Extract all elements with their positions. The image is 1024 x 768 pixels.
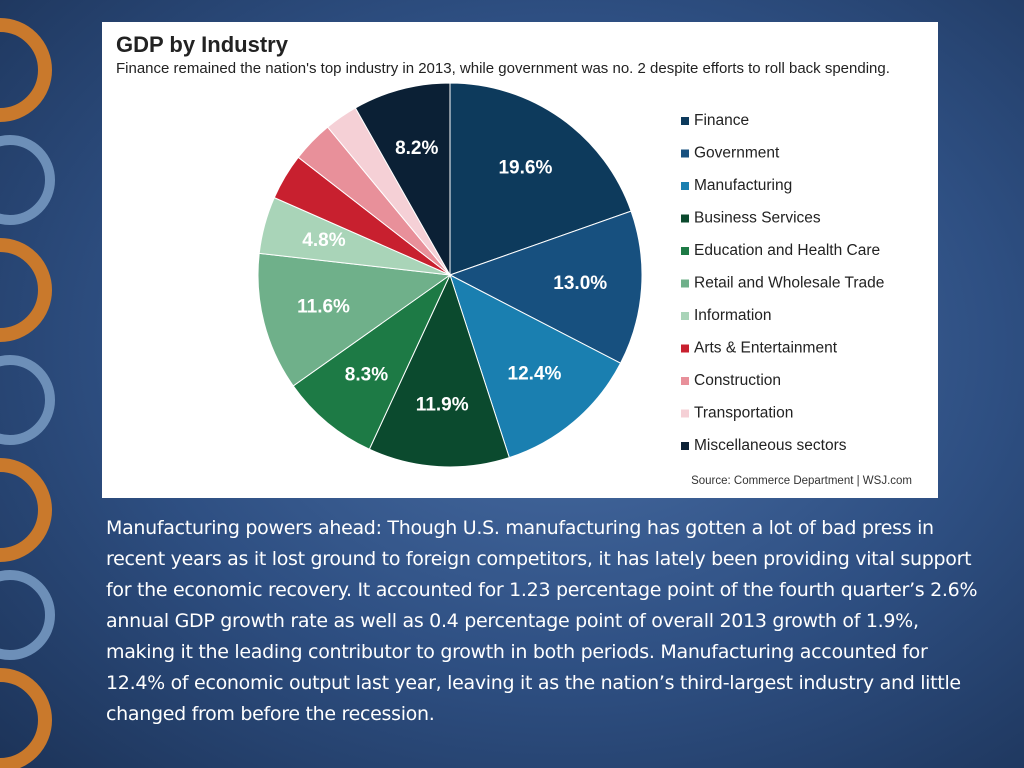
- legend-swatch: [681, 117, 689, 125]
- slice-label: 13.0%: [553, 273, 607, 294]
- legend-swatch: [681, 279, 689, 288]
- legend-swatch: [681, 409, 689, 418]
- slice-label: 11.6%: [297, 296, 350, 317]
- legend-swatch: [681, 247, 689, 255]
- legend-label: Construction: [694, 372, 781, 389]
- chart-title: GDP by Industry: [116, 32, 289, 57]
- legend-swatch: [681, 214, 689, 223]
- chart-subtitle: Finance remained the nation's top indust…: [116, 60, 890, 77]
- legend-swatch: [681, 149, 689, 158]
- legend-label: Transportation: [694, 405, 793, 422]
- legend-label: Business Services: [694, 210, 821, 227]
- legend-label: Miscellaneous sectors: [694, 437, 847, 454]
- slice-label: 8.3%: [345, 364, 388, 385]
- pie-slice: [368, 273, 510, 468]
- subtitle-box: Finance remained the nation's top indust…: [116, 60, 890, 77]
- chart-panel: GDP by Industry Finance remained the nat…: [102, 22, 938, 498]
- legend-swatch: [681, 377, 689, 385]
- legend-label: Education and Health Care: [694, 242, 880, 259]
- slice-label: 11.9%: [416, 394, 469, 415]
- pie-slice: [354, 82, 451, 277]
- pie-slice: [448, 210, 643, 364]
- slice-label: 4.8%: [302, 230, 345, 251]
- legend-swatch: [681, 182, 689, 190]
- slice-label: 12.4%: [508, 364, 562, 385]
- legend-label: Finance: [694, 112, 749, 129]
- pie-slice: [292, 273, 452, 450]
- slice-label: 8.2%: [395, 138, 438, 159]
- caption: Manufacturing powers ahead: Though U.S. …: [106, 517, 978, 725]
- legend-swatch: [681, 442, 689, 450]
- legend-label: Information: [694, 307, 772, 324]
- legend-swatch: [681, 344, 689, 353]
- legend-label: Government: [694, 145, 780, 162]
- chart: GDP by Industry Finance remained the nat…: [116, 32, 912, 487]
- legend-label: Manufacturing: [694, 177, 792, 194]
- pie-slice: [257, 252, 452, 387]
- legend-label: Retail and Wholesale Trade: [694, 275, 884, 292]
- legend-label: Arts & Entertainment: [694, 340, 838, 357]
- legend-swatch: [681, 312, 689, 320]
- pie-slice: [449, 273, 622, 459]
- gear-decoration: [0, 18, 55, 768]
- slice-label: 19.6%: [498, 157, 552, 178]
- chart-source: Source: Commerce Department | WSJ.com: [691, 475, 912, 487]
